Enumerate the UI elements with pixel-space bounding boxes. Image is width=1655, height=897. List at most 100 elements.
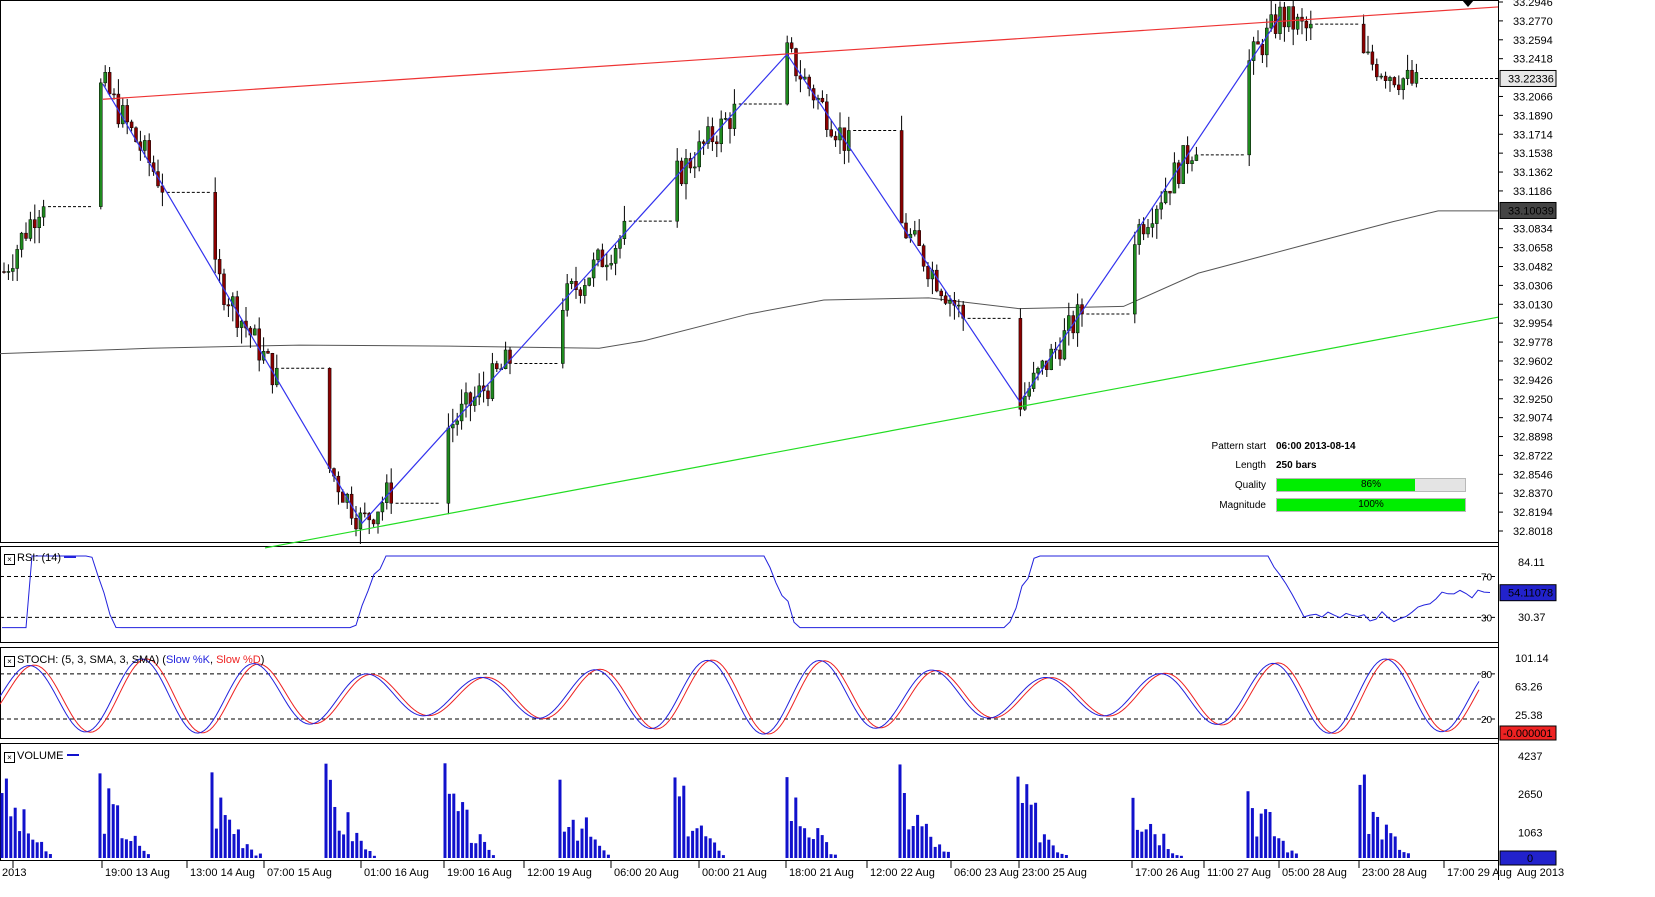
volume-bar (704, 836, 708, 858)
candle-up (723, 118, 728, 120)
time-tick-label: 18:00 21 Aug (789, 867, 854, 879)
volume-bar (584, 817, 588, 858)
volume-bar (1380, 839, 1384, 858)
volume-bar (695, 828, 699, 858)
time-tick-label: 01:00 16 Aug (364, 867, 429, 879)
volume-bar (1393, 836, 1397, 858)
volume-bar (236, 829, 240, 858)
price-tick-label: 32.9426 (1513, 375, 1553, 387)
candle-up (143, 140, 147, 151)
volume-bar (1376, 816, 1380, 858)
candle-down (116, 93, 121, 125)
candle-up (609, 263, 613, 266)
volume-bar (0, 793, 4, 858)
price-tick-label: 33.0658 (1513, 243, 1553, 255)
volume-bar (1171, 853, 1175, 858)
volume-bar (1042, 834, 1046, 858)
volume-bar (946, 851, 950, 858)
candle-down (820, 97, 825, 103)
candle-up (446, 427, 451, 504)
candle-up (376, 511, 380, 525)
price-tick-label: 32.8370 (1513, 488, 1553, 500)
volume-bar (138, 845, 142, 858)
price-tick-label: 33.2594 (1513, 35, 1553, 47)
volume-bar (146, 854, 150, 858)
volume-bar (677, 796, 681, 858)
volume-bar (1149, 823, 1153, 858)
top-marker-icon (1462, 0, 1474, 7)
candle-up (957, 304, 961, 307)
time-tick-label: 23:00 25 Aug (1022, 867, 1087, 879)
volume-bar (593, 839, 597, 858)
close-panel-icon[interactable]: × (4, 752, 15, 763)
candle-down (1256, 41, 1260, 45)
volume-bar (708, 838, 712, 858)
candle-down (939, 290, 943, 297)
volume-bar (598, 845, 602, 858)
volume-bar (1060, 853, 1064, 858)
volume-panel-label: × VOLUME (4, 750, 79, 763)
stoch-layer: 80 20 101.14 63.26 25.38 -0.000001 (0, 653, 1557, 741)
candle-up (380, 502, 385, 513)
volume-bar (1162, 833, 1166, 858)
price-tick-label: 32.8722 (1513, 450, 1553, 462)
candle-up (587, 277, 591, 286)
candle-up (785, 42, 789, 105)
volume-bar (107, 788, 111, 858)
volume-bar (48, 854, 52, 858)
candle-down (917, 230, 921, 246)
rsi-axis-tick: 30.37 (1518, 612, 1546, 624)
pattern-start-value: 06:00 2013-08-14 (1276, 441, 1356, 452)
ma-price-label: 33.10039 (1508, 205, 1554, 217)
volume-bar (355, 832, 359, 858)
volume-bar (368, 851, 372, 858)
close-panel-icon[interactable]: × (4, 656, 15, 667)
candle-down (107, 72, 112, 95)
candle-down (486, 390, 490, 399)
volume-bar (324, 763, 328, 858)
volume-bar (1056, 852, 1060, 858)
time-tick-label: 17:00 29 Aug (1447, 867, 1512, 879)
candle-down (701, 141, 706, 144)
candle-up (1150, 223, 1155, 228)
price-tick-label: 33.0130 (1513, 299, 1553, 311)
volume-bar (9, 816, 13, 858)
volume-bar (219, 797, 223, 858)
candle-down (1058, 349, 1062, 360)
length-label: Length (1235, 460, 1266, 471)
candle-up (1278, 6, 1282, 34)
volume-current-box (1499, 850, 1557, 866)
candle-down (1410, 69, 1414, 84)
price-tick-label: 33.2770 (1513, 16, 1553, 28)
volume-bar (241, 848, 245, 858)
current-price-box (1499, 69, 1557, 87)
candle-up (1137, 224, 1141, 245)
candle-up (103, 72, 107, 84)
price-tick-label: 33.2418 (1513, 54, 1553, 66)
candle-up (719, 118, 723, 145)
volume-bar (214, 828, 218, 858)
time-tick-label: 12:00 19 Aug (527, 867, 592, 879)
candle-up (1366, 51, 1370, 54)
volume-bar (833, 854, 837, 858)
volume-bar (447, 793, 451, 858)
volume-bar (1166, 849, 1170, 858)
price-tick-label: 32.8898 (1513, 432, 1553, 444)
candle-down (935, 269, 939, 292)
candle-down (257, 328, 261, 361)
volume-bar (1250, 808, 1254, 858)
volume-bar (907, 829, 911, 858)
price-tick-label: 33.1538 (1513, 148, 1553, 160)
volume-bar (1281, 840, 1285, 858)
candle-up (19, 232, 24, 250)
candle-up (37, 216, 41, 228)
volume-bar (933, 846, 937, 858)
price-tick-label: 32.9074 (1513, 413, 1553, 425)
close-panel-icon[interactable]: × (4, 554, 15, 565)
time-tick-label: 23:00 28 Aug (1362, 867, 1427, 879)
volume-bar (1025, 784, 1029, 858)
price-tick-label: 33.2066 (1513, 91, 1553, 103)
volume-bar (798, 826, 802, 858)
rsi-current-box (1499, 584, 1557, 602)
volume-bar (1272, 836, 1276, 858)
